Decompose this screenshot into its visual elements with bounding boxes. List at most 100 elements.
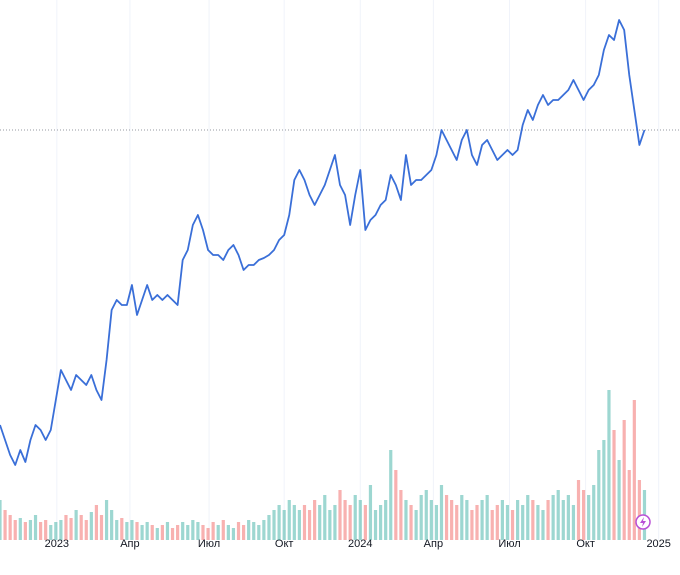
volume-bar (439, 485, 444, 540)
volume-bar (18, 518, 22, 540)
volume-bar (64, 515, 68, 540)
volume-bar (292, 505, 296, 540)
volume-bar (348, 505, 352, 540)
volume-bar (495, 505, 499, 540)
volume-bar (576, 480, 581, 540)
volume-bar (252, 522, 256, 540)
volume-bar (13, 520, 17, 540)
volume-bar (353, 495, 357, 540)
volume-bar (176, 525, 180, 540)
volume-bar (581, 490, 586, 540)
volume-bar (201, 525, 205, 540)
volume-bar (490, 510, 494, 540)
volume-bar (211, 522, 215, 540)
volume-bar (612, 430, 616, 540)
volume-bar (521, 505, 525, 540)
volume-bar (399, 490, 403, 540)
volume-bar (272, 510, 276, 540)
volume-bar (181, 522, 185, 540)
volume-bar (500, 500, 504, 540)
volume-bar (54, 522, 58, 540)
volume-bar (221, 520, 225, 540)
volume-bar (627, 470, 631, 540)
volume-bar (104, 500, 109, 540)
volume-bar (206, 528, 210, 540)
volume-bar (460, 495, 464, 540)
volume-bar (125, 522, 129, 540)
volume-bar (140, 525, 144, 540)
volume-bar (307, 510, 312, 540)
volume-bar (191, 520, 195, 540)
volume-bar (74, 510, 78, 540)
volume-bar (216, 525, 220, 540)
volume-bar (99, 515, 104, 540)
x-tick-label: Июл (498, 538, 520, 550)
volume-bar (302, 505, 307, 540)
volume-bar (196, 522, 200, 540)
volume-bar (165, 522, 170, 540)
volume-bar (475, 505, 479, 540)
volume-bar (571, 505, 576, 540)
volume-bar (120, 518, 124, 540)
x-tick-label: 2024 (348, 538, 372, 550)
volume-bar (455, 505, 459, 540)
volume-bar (135, 522, 139, 540)
volume-bar (328, 510, 332, 540)
volume-bar (632, 400, 636, 540)
volume-bar (556, 490, 560, 540)
volume-bar (38, 522, 43, 540)
volume-bar (607, 390, 611, 540)
volume-bar (597, 450, 601, 540)
volume-bar (444, 495, 449, 540)
volume-bar (510, 510, 515, 540)
volume-bar (546, 500, 550, 540)
volume-bar (145, 522, 149, 540)
volume-bar (3, 510, 7, 540)
volume-bar (637, 480, 642, 540)
volume-bar (389, 450, 393, 540)
volume-bar (267, 515, 271, 540)
volume-bar (277, 505, 281, 540)
volume-bar (110, 510, 114, 540)
volume-bar (28, 520, 33, 540)
volume-bar (59, 520, 63, 540)
x-tick-label: Окт (576, 538, 595, 550)
x-tick-label: Апр (424, 538, 443, 550)
x-tick-label: Июл (198, 538, 220, 550)
volume-bar (516, 500, 520, 540)
x-tick-label: Окт (275, 538, 294, 550)
volume-bar (313, 500, 317, 540)
volume-bar (323, 495, 327, 540)
volume-bar (394, 470, 398, 540)
x-tick-label: 2023 (45, 538, 69, 550)
volume-bar (414, 510, 418, 540)
volume-bar (186, 525, 190, 540)
volume-bar (541, 510, 545, 540)
volume-bar (373, 510, 378, 540)
volume-bar (505, 505, 510, 540)
volume-bar (526, 495, 530, 540)
volume-bar (8, 515, 12, 540)
volume-bar (368, 485, 373, 540)
volume-bar (551, 495, 555, 540)
volume-bar (536, 505, 540, 540)
volume-bar (592, 485, 596, 540)
volume-bar (419, 495, 423, 540)
volume-bar (531, 500, 535, 540)
volume-bar (69, 518, 73, 540)
x-tick-label: 2025 (646, 538, 670, 550)
volume-bar (94, 505, 99, 540)
volume-bar (231, 528, 236, 540)
volume-bar (587, 495, 591, 540)
volume-bar (115, 520, 119, 540)
volume-bar (566, 495, 570, 540)
volume-bar (130, 520, 134, 540)
volume-bar (480, 500, 484, 540)
volume-bar (241, 525, 246, 540)
volume-bar (434, 505, 439, 540)
volume-bar (0, 500, 2, 540)
volume-bar (160, 525, 164, 540)
volume-bar (378, 505, 383, 540)
volume-bar (617, 460, 621, 540)
